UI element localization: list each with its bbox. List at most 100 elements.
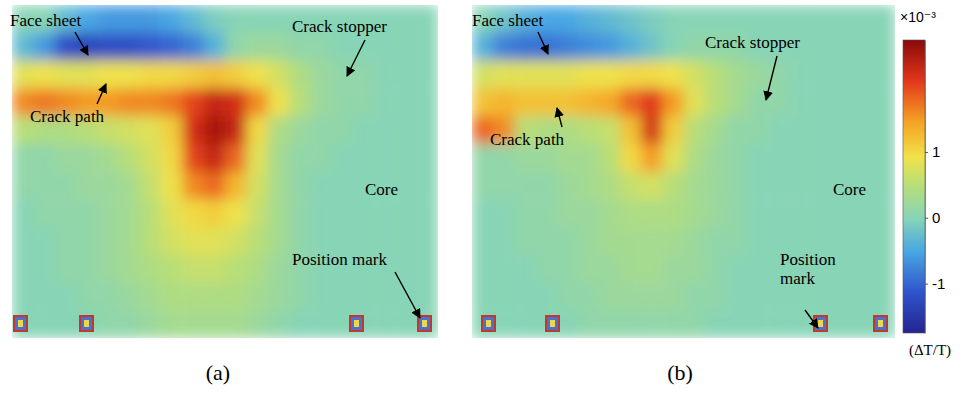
heatmap-cell — [810, 144, 832, 172]
colorbar-tick-mark — [925, 152, 928, 153]
heatmap-cell — [140, 255, 162, 283]
heatmap-cell — [204, 255, 226, 283]
heatmap-cell — [310, 310, 332, 338]
heatmap-cell — [353, 61, 375, 89]
position-mark-center — [354, 320, 359, 327]
heatmap-cell — [161, 283, 183, 311]
heatmap-cell — [289, 199, 311, 227]
annotation-arrow — [75, 32, 88, 55]
heatmap-cell — [874, 283, 895, 311]
heatmap-cell — [535, 61, 557, 89]
heatmap-cell — [417, 227, 438, 255]
heatmap-cell — [705, 199, 727, 227]
heatmap-cell — [726, 227, 748, 255]
heatmap-cell — [599, 33, 621, 61]
heatmap-cell — [97, 310, 119, 338]
heatmap-cell — [374, 144, 396, 172]
heatmap-cell — [662, 5, 684, 33]
heatmap-cell — [55, 144, 77, 172]
colorbar-tick-mark — [925, 218, 928, 219]
heatmap-cell — [119, 199, 141, 227]
heatmap-cell — [76, 255, 98, 283]
heatmap-cell — [140, 88, 162, 116]
heatmap-cell — [557, 172, 579, 200]
heatmap-cell — [578, 5, 600, 33]
heatmap-cell — [874, 88, 895, 116]
heatmap-cell — [55, 33, 77, 61]
heatmap-cell — [578, 144, 600, 172]
heatmap-cell — [33, 61, 55, 89]
colorbar-axis-line — [925, 41, 926, 334]
heatmap-cell — [662, 283, 684, 311]
heatmap-cell — [395, 199, 417, 227]
heatmap-cell — [620, 283, 642, 311]
heatmap-cell — [726, 88, 748, 116]
heatmap-cell — [374, 199, 396, 227]
heatmap-cell — [417, 283, 438, 311]
heatmap-cell — [514, 283, 536, 311]
heatmap-cell — [332, 88, 354, 116]
colorbar-tick-mark — [925, 284, 928, 285]
heatmap-cell — [789, 88, 811, 116]
heatmap-cell — [493, 33, 515, 61]
heatmap-cell — [12, 255, 34, 283]
heatmap-cell — [76, 283, 98, 311]
heatmap-cell — [578, 227, 600, 255]
heatmap-cell — [161, 172, 183, 200]
position-mark-square — [418, 316, 431, 331]
heatmap-cell — [599, 255, 621, 283]
heatmap-cell — [332, 144, 354, 172]
heatmap-cell — [119, 61, 141, 89]
heatmap-cell — [810, 172, 832, 200]
heatmap-cell — [747, 116, 769, 144]
heatmap-cell — [705, 255, 727, 283]
position-mark-square — [350, 316, 363, 331]
annotation-label: Crack path — [490, 130, 565, 149]
heatmap-cell — [641, 255, 663, 283]
heatmap-cell — [33, 33, 55, 61]
heatmap-cell — [140, 61, 162, 89]
heatmap-cell — [246, 310, 268, 338]
heatmap-cell — [97, 227, 119, 255]
heatmap-cell — [395, 144, 417, 172]
heatmap-cell — [246, 88, 268, 116]
heatmap-cell — [33, 227, 55, 255]
heatmap-cell — [641, 88, 663, 116]
heatmap-cell — [268, 5, 290, 33]
heatmap-cell — [55, 255, 77, 283]
heatmap-cell — [246, 116, 268, 144]
heatmap-cell — [472, 255, 494, 283]
heatmap-cell — [182, 88, 204, 116]
heatmap-cell — [204, 33, 226, 61]
heatmap-cell — [353, 144, 375, 172]
heatmap-cell — [599, 283, 621, 311]
heatmap-cell — [204, 5, 226, 33]
heatmap-cell — [417, 33, 438, 61]
heatmap-cells — [472, 5, 895, 338]
heatmap-cell — [161, 255, 183, 283]
heatmap-cell — [204, 199, 226, 227]
position-marks — [14, 316, 431, 331]
heatmap-cell — [289, 310, 311, 338]
heatmap-cell — [204, 283, 226, 311]
heatmap-cell — [76, 172, 98, 200]
heatmap-cell — [853, 116, 875, 144]
heatmap-cell — [662, 255, 684, 283]
heatmap-cell — [161, 88, 183, 116]
heatmap-cell — [268, 310, 290, 338]
annotation-arrow — [766, 56, 777, 100]
heatmap-cell — [395, 116, 417, 144]
heatmap-cell — [599, 199, 621, 227]
heatmap-cell — [472, 61, 494, 89]
heatmap-cell — [417, 5, 438, 33]
heatmap-cell — [246, 5, 268, 33]
heatmap-cell — [246, 199, 268, 227]
heatmap-cell — [557, 88, 579, 116]
colorbar-axis: 10-1 — [925, 41, 945, 334]
heatmap-cell — [514, 199, 536, 227]
position-mark-square — [546, 316, 559, 331]
heatmap-cell — [853, 88, 875, 116]
heatmap-cell — [535, 227, 557, 255]
heatmap-cell — [493, 88, 515, 116]
heatmap-cell — [535, 172, 557, 200]
